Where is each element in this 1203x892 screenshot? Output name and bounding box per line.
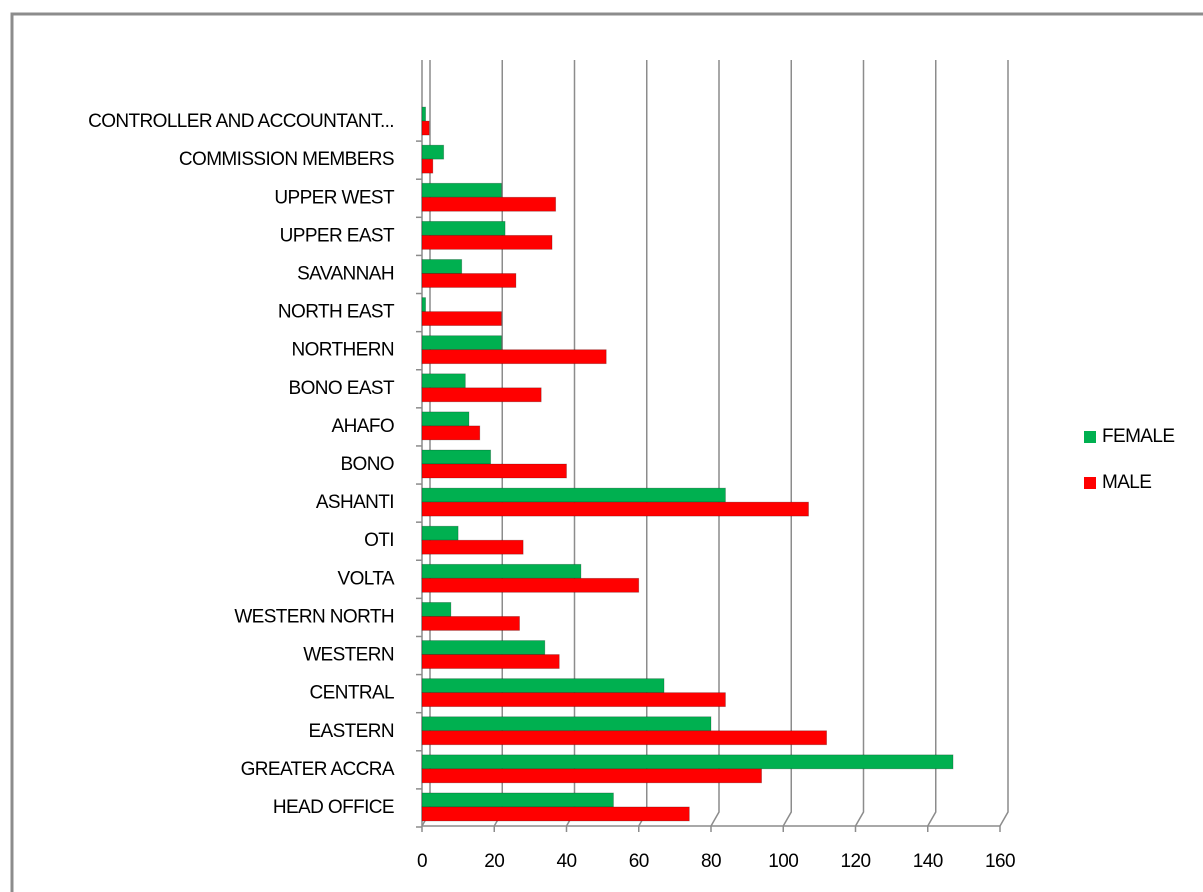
bar: [421, 411, 470, 427]
legend-swatch: [1084, 431, 1096, 443]
x-tick-label: 100: [768, 851, 798, 872]
x-tick-label: 120: [841, 851, 871, 872]
x-tick-label: 0: [417, 851, 427, 872]
y-tick-label: SAVANNAH: [297, 263, 394, 284]
y-tick-label: CENTRAL: [310, 683, 395, 704]
bar: [421, 373, 466, 389]
grid-line: [710, 60, 720, 827]
y-tick-label: HEAD OFFICE: [273, 797, 394, 818]
bar: [421, 539, 524, 555]
y-tick-label: BONO EAST: [289, 378, 395, 399]
bar: [421, 120, 430, 136]
x-tick-label: 20: [484, 851, 504, 872]
bar: [421, 616, 520, 631]
bar: [421, 297, 427, 312]
y-tick-label: ASHANTI: [316, 492, 394, 513]
bar: [421, 716, 712, 732]
bar: [421, 449, 492, 465]
bar: [421, 525, 459, 541]
bar: [421, 577, 640, 593]
y-tick-label: AHAFO: [332, 416, 394, 437]
bar: [421, 234, 553, 250]
y-tick-label: OTI: [364, 530, 394, 551]
bar: [421, 602, 452, 617]
y-tick-label: WESTERN: [303, 645, 394, 666]
bar: [421, 196, 557, 212]
bar: [421, 182, 502, 198]
y-tick-label: EASTERN: [308, 721, 394, 742]
y-tick-label: NORTH EAST: [278, 302, 395, 323]
bar: [421, 259, 463, 274]
x-tick-label: 160: [985, 851, 1015, 872]
legend-label: FEMALE: [1102, 426, 1174, 447]
bar: [421, 106, 427, 122]
bar: [421, 158, 434, 174]
grid-line: [854, 60, 865, 827]
grid-line: [999, 60, 1009, 827]
bar: [421, 754, 954, 770]
legend-swatch: [1084, 477, 1096, 489]
bar: [421, 792, 614, 808]
chart-frame: [10, 12, 1203, 892]
bar: [421, 220, 506, 236]
x-tick-label: 80: [701, 851, 721, 872]
bar: [421, 730, 828, 746]
y-tick-label: CONTROLLER AND ACCOUNTANT...: [88, 111, 394, 132]
bar: [421, 463, 567, 479]
y-tick-label: VOLTA: [338, 568, 395, 589]
bar: [421, 501, 809, 517]
bar: [421, 563, 582, 579]
y-tick-label: GREATER ACCRA: [241, 759, 395, 780]
bar: [421, 273, 517, 288]
y-tick-label: BONO: [340, 454, 394, 475]
bar: [421, 144, 445, 160]
grid-line: [927, 60, 937, 827]
legend-label: MALE: [1102, 472, 1151, 493]
y-tick-label: COMMISSION MEMBERS: [179, 149, 394, 170]
bar: [421, 654, 560, 669]
grid-line: [782, 60, 792, 827]
bar: [421, 487, 726, 503]
x-tick-label: 140: [913, 851, 943, 872]
bar: [421, 349, 607, 365]
bar: [421, 640, 546, 655]
x-tick-label: 60: [629, 851, 649, 872]
bar: [421, 806, 690, 822]
x-tick-label: 40: [557, 851, 577, 872]
bar: [421, 387, 542, 403]
y-tick-label: UPPER WEST: [274, 187, 395, 208]
bar: [421, 425, 481, 441]
y-tick-label: WESTERN NORTH: [234, 606, 394, 627]
bar: [421, 311, 502, 326]
y-tick-label: NORTHERN: [291, 340, 394, 361]
bar: [421, 692, 726, 708]
bar: [421, 678, 665, 694]
y-tick-label: UPPER EAST: [280, 225, 395, 246]
bar: [421, 768, 762, 784]
bar: [421, 335, 502, 351]
